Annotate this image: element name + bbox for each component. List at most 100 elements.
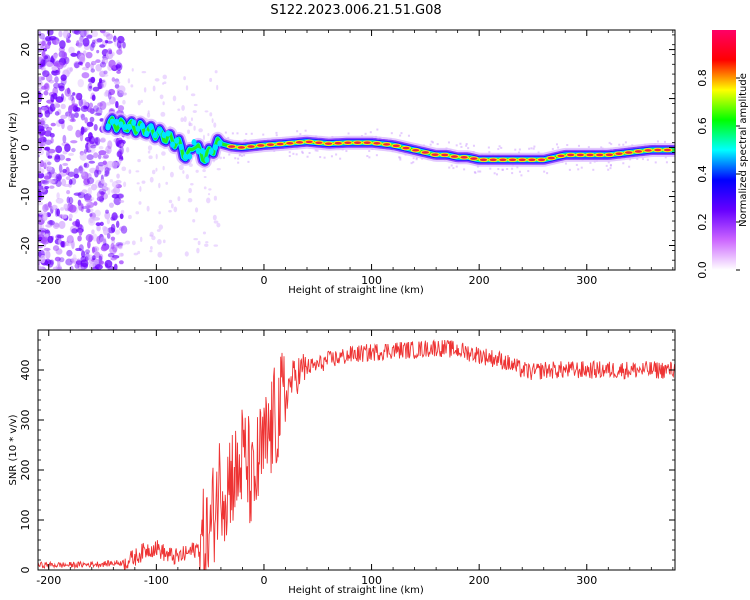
spectrogram-speckle-blob [184,251,189,257]
spectrogram-speckle-blob [162,74,167,80]
spectrogram-speckle-blob [135,211,140,215]
spectrogram-speckle-blob [42,212,48,221]
spectrogram-speckle-blob [106,218,110,225]
spectrogram-speckle-blob [104,211,111,220]
spectrogram-speckle-blob [137,250,141,255]
spectrogram-speckle-blob [71,30,80,34]
spectrogram-speckle-blob [102,57,109,65]
spectrogram-speckle-blob [152,85,156,92]
spectrogram-speckle-blob [43,124,49,129]
spectrogram-ridge-peak-core [334,141,342,145]
spectrogram-speckle-blob [117,105,125,112]
spectrogram-speckle-blob [91,39,96,45]
spectrogram-speckle-blob [188,187,192,194]
spectrogram-speckle-blob [107,48,113,55]
spectrogram-speckle-blob [38,236,43,241]
spectrogram-speckle-blob [85,61,91,69]
spectrogram-speckle-blob [190,93,196,97]
spectrogram-speckle-blob [99,79,106,84]
spectrogram-speckle-blob [47,106,53,115]
spectrogram-halo-speck [243,154,246,157]
spectrogram-halo-speck [314,149,317,152]
spectrogram-halo-speck [236,132,239,135]
spectrogram-speckle-blob [99,44,106,48]
snr-series-line [38,339,675,570]
spectrogram-speckle-blob [183,116,187,123]
spectrogram-ridge-peak-core [615,152,623,155]
spectrogram-speckle-blob [99,30,106,34]
spectrogram-speckle-blob [100,178,105,184]
spectrogram-halo-speck [301,151,304,154]
spectrogram-speckle-blob [58,118,65,125]
spectrogram-speckle-blob [202,134,206,141]
spectrogram-speckle-blob [113,35,117,43]
spectrogram-speckle-blob [110,223,116,233]
spectrogram-speckle-blob [73,30,81,35]
spectrogram-speckle-blob [127,78,131,84]
spectrogram-speckle-blob [38,197,41,203]
spectrogram-speckle-blob [98,188,107,195]
spectrogram-speckle-blob [68,105,73,114]
spectrogram-halo-speck [237,161,240,164]
spectrogram-speckle-blob [45,126,53,132]
spectrogram-speckle-blob [116,193,124,199]
spectrogram-speckle-blob [131,68,134,72]
spectrogram-halo-speck [656,140,659,143]
spectrogram-ridge-peak-core [441,153,449,157]
spectrogram-halo-speck [410,162,413,165]
spectrogram-speckle-blob [57,258,61,267]
spectrogram-speckle-blob [42,179,50,185]
spectrogram-speckle-blob [115,220,120,228]
spectrogram-speckle-blob [154,78,160,82]
spectrogram-speckle-blob [90,63,94,70]
spectrogram-speckle-blob [86,34,93,39]
spectrogram-speckle-blob [95,64,102,72]
spectrogram-speckle-blob [92,216,101,221]
spectrogram-speckle-blob [105,40,113,44]
spectrogram-halo-speck [463,168,466,171]
spectrogram-speckle-blob [65,176,71,181]
spectrogram-speckle-blob [105,102,112,106]
spectrogram-speckle-blob [60,74,67,81]
spectrogram-ridge-peak-core [392,144,400,148]
spectrogram-speckle-blob [86,172,92,180]
spectrogram-halo-speck [587,146,590,149]
spectrogram-speckle-blob [111,77,116,82]
spectrogram-speckle-blob [56,234,65,239]
spectrogram-halo-speck [345,150,348,153]
spectrogram-speckle-blob [107,167,112,171]
spectrogram-ridge-peak-core [518,158,526,162]
spectrogram-halo-speck [240,154,243,157]
spectrogram-speckle-blob [180,117,184,123]
spectrogram-speckle-blob [136,182,140,185]
spectrogram-speckle-blob [130,84,134,88]
spectrogram-speckle-blob [117,85,126,94]
spectrogram-speckle-blob [38,256,41,266]
spectrogram-halo-speck [455,165,458,168]
spectrogram-speckle-blob [77,78,84,88]
spectrogram-speckle-blob [91,94,96,101]
spectrogram-speckle-blob [119,199,124,203]
spectrogram-speckle-blob [38,185,44,190]
spectrogram-speckle-blob [119,213,124,220]
spectrogram-speckle-blob [190,117,194,122]
spectrogram-speckle-blob [55,197,64,204]
spectrogram-halo-speck [589,161,592,164]
spectrogram-speckle-blob [77,235,82,242]
spectrogram-speckle-blob [197,240,201,246]
spectrogram-speckle-blob [117,193,125,199]
spectrogram-speckle-blob [92,266,99,270]
spectrogram-speckle-blob [105,33,113,40]
spectrogram-speckle-blob [99,221,104,226]
spectrogram-speckle-blob [93,201,98,206]
spectrogram-speckle-blob [114,83,120,89]
spectrogram-speckle-blob [81,172,86,177]
spectrogram-ridge-peak-core [634,150,643,153]
spectrogram-speckle-blob [55,264,62,270]
spectrogram-speckle-blob [78,165,84,174]
spectrogram-speckle-blob [58,164,63,173]
spectrogram-speckle-blob [53,102,59,109]
spectrogram-halo-speck [618,143,621,146]
spectrogram-halo-speck [430,140,433,143]
